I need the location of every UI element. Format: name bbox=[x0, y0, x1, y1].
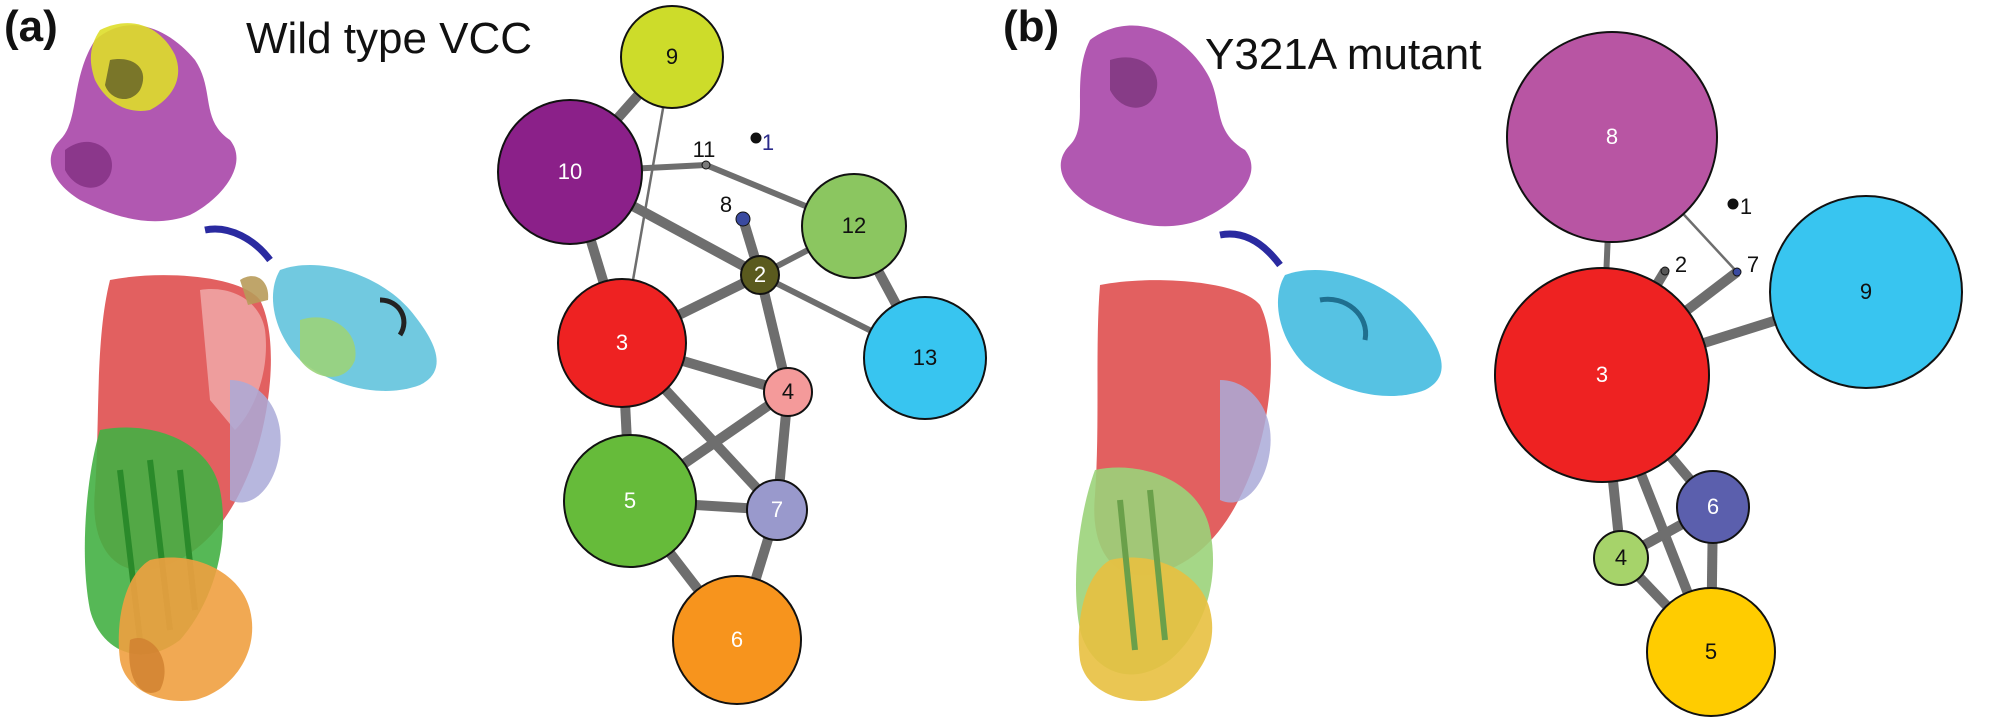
panel-a-title: Wild type VCC bbox=[246, 14, 533, 63]
protein-structure-y321a-mutant bbox=[1060, 25, 1442, 701]
node-a-1 bbox=[750, 132, 762, 144]
node-b-4 bbox=[1593, 530, 1649, 586]
node-label-b-9: 9 bbox=[1860, 279, 1872, 304]
network-b-nodes: 1 2 3 4 5 6 7 8 9 bbox=[1494, 31, 1963, 717]
node-label-a-5: 5 bbox=[624, 488, 636, 513]
node-a-13 bbox=[863, 296, 987, 420]
node-a-8 bbox=[735, 211, 751, 227]
panel-b-label: (b) bbox=[1003, 2, 1060, 51]
node-label-a-3: 3 bbox=[616, 330, 628, 355]
node-label-b-4: 4 bbox=[1615, 545, 1627, 570]
node-b-9 bbox=[1769, 195, 1963, 389]
node-b-3 bbox=[1494, 267, 1710, 483]
protein-structure-wild-type bbox=[50, 23, 437, 701]
node-a-6 bbox=[672, 575, 802, 705]
panel-a-label: (a) bbox=[4, 2, 58, 51]
node-label-a-1: 1 bbox=[762, 130, 774, 155]
node-b-6 bbox=[1676, 470, 1750, 544]
node-label-a-6: 6 bbox=[731, 627, 743, 652]
node-a-7 bbox=[746, 479, 808, 541]
node-b-8 bbox=[1506, 31, 1718, 243]
node-b-2 bbox=[1660, 266, 1670, 276]
node-label-a-13: 13 bbox=[913, 345, 937, 370]
panel-b-title: Y321A mutant bbox=[1205, 30, 1482, 79]
node-label-a-4: 4 bbox=[782, 379, 794, 404]
node-a-2 bbox=[740, 255, 780, 295]
node-a-3 bbox=[557, 278, 687, 408]
node-label-b-5: 5 bbox=[1705, 639, 1717, 664]
node-label-b-7: 7 bbox=[1747, 252, 1759, 277]
node-a-4 bbox=[763, 367, 813, 417]
node-a-11 bbox=[701, 160, 711, 170]
node-label-a-9: 9 bbox=[666, 44, 678, 69]
node-label-b-6: 6 bbox=[1707, 494, 1719, 519]
node-label-a-8: 8 bbox=[720, 192, 732, 217]
node-a-10 bbox=[497, 99, 643, 245]
node-label-a-2: 2 bbox=[754, 262, 766, 287]
node-a-5 bbox=[563, 434, 697, 568]
node-label-a-12: 12 bbox=[842, 213, 866, 238]
node-label-a-11: 11 bbox=[693, 137, 716, 162]
node-label-b-1: 1 bbox=[1740, 194, 1752, 219]
node-a-12 bbox=[801, 173, 907, 279]
node-b-7 bbox=[1732, 267, 1742, 277]
node-label-b-3: 3 bbox=[1596, 362, 1608, 387]
node-label-b-2: 2 bbox=[1675, 252, 1687, 277]
node-b-5 bbox=[1646, 587, 1776, 717]
node-a-9 bbox=[620, 5, 724, 109]
node-label-a-10: 10 bbox=[558, 159, 582, 184]
node-label-b-8: 8 bbox=[1606, 124, 1618, 149]
node-b-1 bbox=[1727, 198, 1739, 210]
node-label-a-7: 7 bbox=[771, 497, 783, 522]
